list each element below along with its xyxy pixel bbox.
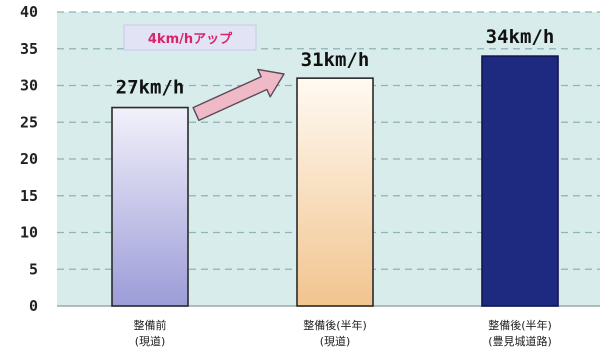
category-label: (現道) bbox=[135, 334, 166, 348]
category-label: (豊見城道路) bbox=[488, 334, 552, 348]
bar bbox=[296, 77, 374, 307]
y-tick-label: 15 bbox=[20, 187, 38, 205]
y-tick-label: 40 bbox=[20, 3, 38, 21]
category-label: 整備後(半年) bbox=[488, 318, 552, 332]
bar bbox=[111, 106, 189, 307]
category-labels: 整備前 (現道) 整備後(半年) (現道) 整備後(半年) (豊見城道路) bbox=[134, 318, 552, 348]
y-tick-label: 20 bbox=[20, 150, 38, 168]
data-label: 27km/h bbox=[116, 77, 185, 99]
y-tick-label: 10 bbox=[20, 224, 38, 242]
category-label: (現道) bbox=[320, 334, 351, 348]
y-tick-label: 5 bbox=[29, 260, 38, 278]
annotation-text: 4km/hアップ bbox=[148, 32, 233, 47]
y-axis-ticks: 0 5 10 15 20 25 30 35 40 bbox=[20, 3, 38, 315]
category-label: 整備前 bbox=[134, 318, 167, 332]
bar bbox=[481, 55, 559, 307]
y-tick-label: 30 bbox=[20, 77, 38, 95]
annotation: 4km/hアップ bbox=[123, 24, 285, 122]
y-tick-label: 35 bbox=[20, 40, 38, 58]
y-tick-label: 0 bbox=[29, 297, 38, 315]
annotation-box bbox=[123, 24, 257, 51]
data-labels: 27km/h 31km/h 34km/h bbox=[116, 26, 555, 98]
category-label: 整備後(半年) bbox=[303, 318, 367, 332]
data-label: 34km/h bbox=[486, 26, 555, 48]
increase-arrow bbox=[192, 68, 285, 122]
data-label: 31km/h bbox=[301, 49, 370, 71]
y-tick-label: 25 bbox=[20, 113, 38, 131]
bars bbox=[111, 55, 559, 307]
